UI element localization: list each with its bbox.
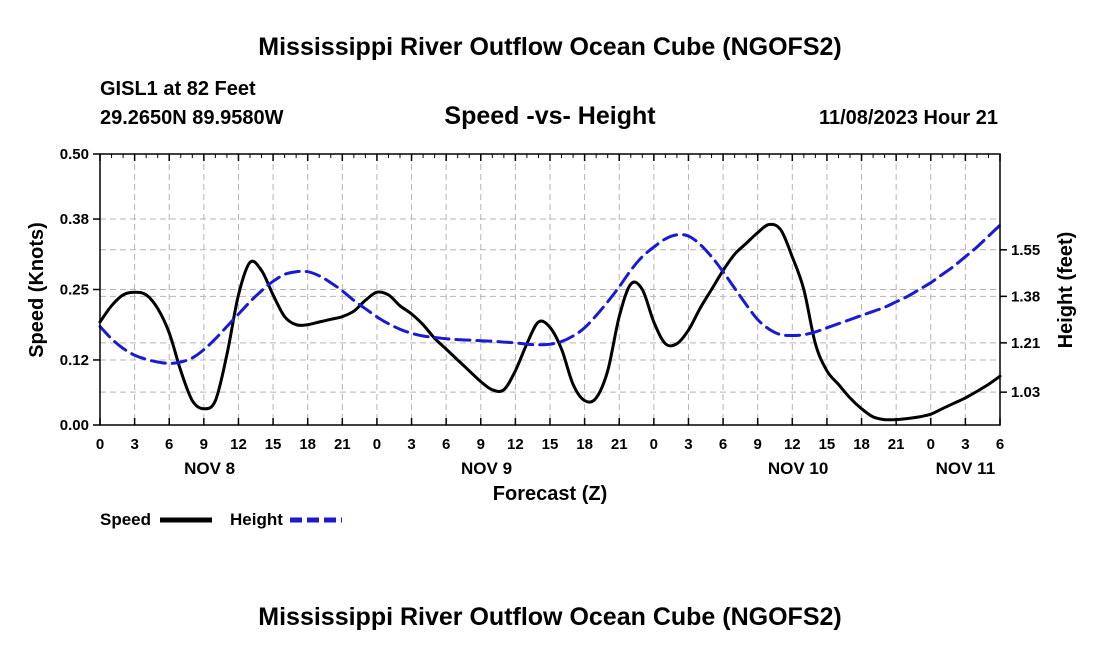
chart-subtitle: Speed -vs- Height bbox=[444, 102, 656, 130]
y-tick-label: 0.25 bbox=[60, 282, 89, 299]
x-tick-label: 18 bbox=[853, 436, 870, 453]
y-tick-label: 0.38 bbox=[60, 211, 89, 228]
x-tick-label: 12 bbox=[784, 436, 801, 453]
day-label: NOV 8 bbox=[184, 459, 235, 478]
x-tick-label: 0 bbox=[373, 436, 381, 453]
x-tick-label: 3 bbox=[961, 436, 969, 453]
x-tick-label: 21 bbox=[334, 436, 351, 453]
x-tick-labels: 0 3 6 9 12 15 18 21 0 3 6 9 12 15 18 21 0 3 6 9 12 15 18 21 0 3 6 bbox=[96, 436, 1004, 453]
chart-title: Mississippi River Outflow Ocean Cube (NG… bbox=[258, 33, 841, 61]
axis-ticks bbox=[93, 153, 1007, 426]
y2-tick-label: 1.38 bbox=[1011, 288, 1040, 305]
series-line-speed bbox=[98, 222, 1002, 422]
y-tick-labels: 0.00 0.12 0.25 0.38 0.50 bbox=[60, 146, 89, 434]
x-tick-label: 12 bbox=[230, 436, 247, 453]
y-tick-label: 0.00 bbox=[60, 417, 89, 434]
x-tick-label: 0 bbox=[927, 436, 935, 453]
timestamp-label: 11/08/2023 Hour 21 bbox=[819, 107, 998, 129]
x-tick-label: 6 bbox=[719, 436, 727, 453]
x-tick-label: 9 bbox=[200, 436, 208, 453]
x-tick-label: 18 bbox=[299, 436, 316, 453]
x-axis-label: Forecast (Z) bbox=[493, 483, 607, 505]
x-tick-label: 6 bbox=[996, 436, 1004, 453]
y-tick-label: 0.50 bbox=[60, 146, 89, 163]
x-tick-label: 3 bbox=[684, 436, 692, 453]
legend-label-speed: Speed bbox=[100, 510, 151, 529]
x-tick-label: 12 bbox=[507, 436, 524, 453]
x-tick-label: 6 bbox=[165, 436, 173, 453]
station-label: GISL1 at 82 Feet bbox=[100, 78, 256, 100]
y2-tick-label: 1.21 bbox=[1011, 335, 1040, 352]
x-tick-label: 3 bbox=[130, 436, 138, 453]
x-tick-label: 21 bbox=[611, 436, 628, 453]
day-labels: NOV 8 NOV 9 NOV 10 NOV 11 bbox=[184, 459, 995, 478]
legend-label-height: Height bbox=[230, 510, 283, 529]
x-tick-label: 21 bbox=[888, 436, 905, 453]
y-axis-label: Speed (Knots) bbox=[26, 222, 48, 358]
x-tick-label: 0 bbox=[650, 436, 658, 453]
x-tick-label: 15 bbox=[265, 436, 282, 453]
y2-tick-label: 1.03 bbox=[1011, 384, 1040, 401]
x-tick-label: 18 bbox=[576, 436, 593, 453]
y-tick-label: 0.12 bbox=[60, 352, 89, 369]
legend: Speed Height bbox=[100, 510, 342, 529]
x-tick-label: 9 bbox=[477, 436, 485, 453]
y2-tick-label: 1.55 bbox=[1011, 242, 1040, 259]
x-tick-label: 3 bbox=[407, 436, 415, 453]
y2-axis-label: Height (feet) bbox=[1055, 232, 1077, 349]
x-tick-label: 15 bbox=[542, 436, 559, 453]
x-tick-label: 0 bbox=[96, 436, 104, 453]
x-tick-label: 9 bbox=[754, 436, 762, 453]
x-tick-label: 6 bbox=[442, 436, 450, 453]
coordinates-label: 29.2650N 89.9580W bbox=[100, 107, 284, 129]
day-label: NOV 10 bbox=[768, 459, 828, 478]
day-label: NOV 11 bbox=[936, 459, 996, 478]
day-label: NOV 9 bbox=[461, 459, 512, 478]
x-tick-label: 15 bbox=[819, 436, 836, 453]
footer-title: Mississippi River Outflow Ocean Cube (NG… bbox=[258, 603, 841, 631]
y2-tick-labels: 1.03 1.21 1.38 1.55 bbox=[1011, 242, 1040, 401]
plot-series bbox=[98, 222, 1002, 422]
series-line-height bbox=[98, 223, 1002, 365]
